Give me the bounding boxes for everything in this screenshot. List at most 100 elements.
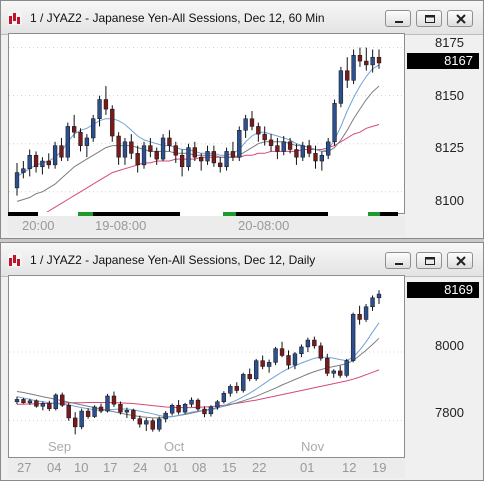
title-bar[interactable]: 1 / JYAZ2 - Japanese Yen-All Sessions, D… bbox=[1, 1, 483, 35]
candle bbox=[14, 162, 20, 196]
candle-body bbox=[318, 345, 324, 359]
candle-body bbox=[72, 417, 78, 428]
candle-body bbox=[268, 139, 274, 146]
session-segment bbox=[236, 212, 328, 216]
candle-body bbox=[338, 370, 343, 376]
date-label: 22 bbox=[252, 460, 267, 475]
price-chart-plot[interactable] bbox=[8, 33, 405, 214]
price-tick: 8000 bbox=[435, 338, 464, 353]
candle-body bbox=[157, 418, 162, 430]
candle bbox=[279, 341, 285, 358]
candle bbox=[84, 134, 90, 158]
candle-body bbox=[326, 141, 331, 156]
candle-body bbox=[97, 99, 102, 119]
candle-body bbox=[78, 131, 83, 146]
candle-body bbox=[305, 339, 311, 348]
window-title: 1 / JYAZ2 - Japanese Yen-All Sessions, D… bbox=[30, 11, 325, 25]
price-tick: 8175 bbox=[435, 35, 464, 50]
candle-body bbox=[260, 360, 265, 367]
date-axis: 27 04 10 17 24 01 08 15 22 01 12 19 bbox=[8, 458, 405, 478]
candle bbox=[331, 369, 336, 378]
candle bbox=[224, 147, 229, 171]
candle-body bbox=[103, 99, 109, 110]
title-bar[interactable]: 1 / JYAZ2 - Japanese Yen-All Sessions, D… bbox=[1, 243, 483, 277]
candle-body bbox=[218, 162, 223, 168]
maximize-button[interactable] bbox=[416, 10, 442, 27]
candle-body bbox=[21, 399, 26, 404]
close-icon bbox=[456, 14, 466, 24]
candle-body bbox=[141, 145, 147, 166]
candle-body bbox=[205, 151, 210, 162]
candle-body bbox=[357, 314, 362, 320]
candle bbox=[357, 47, 363, 67]
candle-body bbox=[364, 60, 369, 66]
close-button[interactable] bbox=[447, 10, 473, 27]
candle bbox=[215, 400, 220, 410]
candle bbox=[27, 149, 32, 177]
candle-body bbox=[105, 395, 110, 412]
candle-body bbox=[98, 406, 104, 412]
maximize-button[interactable] bbox=[416, 252, 442, 269]
close-button[interactable] bbox=[447, 252, 473, 269]
candle bbox=[78, 128, 83, 152]
candle bbox=[300, 141, 305, 162]
candle-body bbox=[189, 399, 194, 405]
candle-body bbox=[357, 55, 363, 62]
candle-body bbox=[21, 168, 26, 173]
candle bbox=[27, 398, 33, 405]
candle-body bbox=[299, 346, 304, 355]
candle bbox=[237, 126, 242, 162]
candle-body bbox=[34, 400, 39, 407]
price-chart-plot[interactable]: Sep Oct Nov bbox=[8, 275, 405, 458]
candle bbox=[110, 105, 115, 142]
chart-window-daily[interactable]: 1 / JYAZ2 - Japanese Yen-All Sessions, D… bbox=[0, 242, 484, 481]
candle-body bbox=[306, 145, 312, 154]
candle-body bbox=[230, 151, 236, 158]
price-axis: 8175 8167 8150 8125 8100 bbox=[407, 33, 483, 233]
candle bbox=[230, 141, 236, 162]
candle-body bbox=[243, 118, 248, 131]
minimize-button[interactable] bbox=[385, 10, 411, 27]
candle bbox=[273, 346, 278, 366]
chart-app-icon bbox=[8, 11, 22, 25]
candle-body bbox=[281, 141, 286, 152]
moving-average-mid bbox=[16, 337, 380, 419]
candle bbox=[253, 358, 259, 381]
moving-average-mid bbox=[16, 85, 380, 202]
candle bbox=[234, 382, 239, 394]
candle bbox=[376, 290, 382, 305]
session-segment bbox=[223, 212, 236, 216]
candle-body bbox=[237, 130, 242, 158]
candle bbox=[131, 408, 136, 421]
candle-body bbox=[273, 348, 278, 363]
candle bbox=[160, 134, 166, 162]
chart-window-60min[interactable]: 1 / JYAZ2 - Japanese Yen-All Sessions, D… bbox=[0, 0, 484, 239]
price-tick: 8150 bbox=[435, 88, 464, 103]
candle-body bbox=[122, 141, 128, 158]
candle bbox=[313, 145, 318, 169]
candle bbox=[157, 416, 162, 432]
minimize-icon bbox=[395, 263, 403, 265]
price-tick: 7800 bbox=[435, 405, 464, 420]
candle-body bbox=[173, 145, 178, 156]
candle-body bbox=[249, 118, 255, 127]
candle-body bbox=[325, 357, 330, 374]
candle-body bbox=[253, 360, 259, 380]
candle-body bbox=[163, 412, 168, 420]
candle bbox=[208, 405, 214, 417]
candle-body bbox=[14, 399, 20, 403]
candle bbox=[376, 49, 382, 69]
price-tick: 8125 bbox=[435, 140, 464, 155]
candle-body bbox=[60, 394, 65, 406]
candle-body bbox=[192, 147, 197, 158]
date-label: 24 bbox=[133, 460, 148, 475]
candle-body bbox=[124, 410, 130, 413]
minimize-button[interactable] bbox=[385, 252, 411, 269]
candle bbox=[154, 147, 159, 165]
candle bbox=[326, 137, 331, 160]
candle-body bbox=[40, 160, 45, 168]
candle-body bbox=[215, 401, 220, 408]
candle-body bbox=[59, 145, 64, 158]
candle-body bbox=[262, 133, 267, 141]
candle bbox=[281, 136, 286, 156]
